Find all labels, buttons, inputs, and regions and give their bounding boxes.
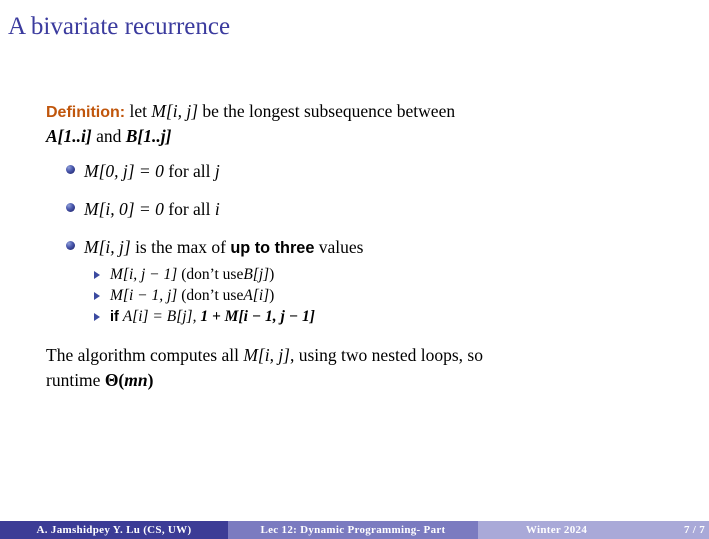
closing-theta: Θ( xyxy=(104,370,125,390)
bullet-1-math: M[0, j] = 0 xyxy=(84,161,164,181)
definition-text-b: be the longest subsequence between xyxy=(202,101,456,121)
slide-body: Definition: let M[i, j] be the longest s… xyxy=(46,100,666,393)
sub-3-keyword: if xyxy=(110,309,119,325)
sub-bullet-list: M[i, j − 1] (don’t useB[j]) M[i − 1, j] … xyxy=(84,265,666,327)
definition-text-and: and xyxy=(96,126,122,146)
bullet-3-text-b: values xyxy=(318,237,364,257)
sub-2-math: M[i − 1, j] xyxy=(110,287,178,304)
sub-1-note-close: ) xyxy=(269,266,275,283)
triangle-bullet-icon xyxy=(94,271,100,279)
definition-keyword: Definition: xyxy=(46,104,126,121)
closing-math-a: M[i, j] xyxy=(243,345,290,365)
closing-vars: mn xyxy=(124,370,148,390)
sub-2-note-math: A[i] xyxy=(243,287,270,304)
sub-3-result: 1 + M[i − 1, j − 1] xyxy=(200,308,315,325)
sphere-bullet-icon xyxy=(66,203,75,212)
definition-text-a: let xyxy=(129,101,147,121)
footer-date: Winter 2024 xyxy=(478,521,635,539)
sub-3-condition: A[i] = B[j], xyxy=(122,308,197,325)
list-item: M[i, j − 1] (don’t useB[j]) xyxy=(84,265,666,285)
list-item: M[0, j] = 0 for all j xyxy=(46,160,666,182)
bullet-3-emphasis: up to three xyxy=(230,239,315,257)
sub-1-note-math: B[j] xyxy=(243,266,270,283)
bullet-3-text-a: is the max of xyxy=(135,237,226,257)
sub-2-note-open: (don’t use xyxy=(181,287,244,304)
sub-1-note-open: (don’t use xyxy=(181,266,244,283)
triangle-bullet-icon xyxy=(94,292,100,300)
closing-paragraph: The algorithm computes all M[i, j], usin… xyxy=(46,343,666,393)
slide-title: A bivariate recurrence xyxy=(8,13,231,40)
footer-page-number: 7 / 7 xyxy=(635,521,709,539)
definition-math-a: A[1..i] xyxy=(46,126,92,146)
definition-math-m: M[i, j] xyxy=(151,101,199,121)
closing-paren-close: ) xyxy=(147,370,154,390)
list-item: if A[i] = B[j], 1 + M[i − 1, j − 1] xyxy=(84,307,666,327)
bullet-2-math: M[i, 0] = 0 xyxy=(84,199,164,219)
bullet-2-text: for all xyxy=(168,199,211,219)
footer-lecture: Lec 12: Dynamic Programming- Part xyxy=(228,521,478,539)
sub-1-math: M[i, j − 1] xyxy=(110,266,178,283)
sphere-bullet-icon xyxy=(66,241,75,250)
closing-text-c: runtime xyxy=(46,370,101,390)
list-item: M[i − 1, j] (don’t useA[i]) xyxy=(84,286,666,306)
sub-2-note-close: ) xyxy=(269,287,275,304)
definition-math-b: B[1..j] xyxy=(125,126,172,146)
bullet-1-var: j xyxy=(214,161,220,181)
footer-bar: A. Jamshidpey Y. Lu (CS, UW) Lec 12: Dyn… xyxy=(0,521,709,539)
closing-text-b: , using two nested loops, so xyxy=(290,345,483,365)
closing-text-a: The algorithm computes all xyxy=(46,345,239,365)
bullet-1-text: for all xyxy=(168,161,211,181)
list-item: M[i, 0] = 0 for all i xyxy=(46,198,666,220)
bullet-list: M[0, j] = 0 for all j M[i, 0] = 0 for al… xyxy=(46,160,666,327)
bullet-3-math: M[i, j] xyxy=(84,237,131,257)
footer-author: A. Jamshidpey Y. Lu (CS, UW) xyxy=(0,521,228,539)
list-item: M[i, j] is the max of up to three values… xyxy=(46,236,666,327)
bullet-2-var: i xyxy=(214,199,220,219)
sphere-bullet-icon xyxy=(66,165,75,174)
definition-line-1: Definition: let M[i, j] be the longest s… xyxy=(46,100,666,124)
definition-block: Definition: let M[i, j] be the longest s… xyxy=(46,100,666,148)
definition-line-2: A[1..i] and B[1..j] xyxy=(46,125,666,148)
triangle-bullet-icon xyxy=(94,313,100,321)
